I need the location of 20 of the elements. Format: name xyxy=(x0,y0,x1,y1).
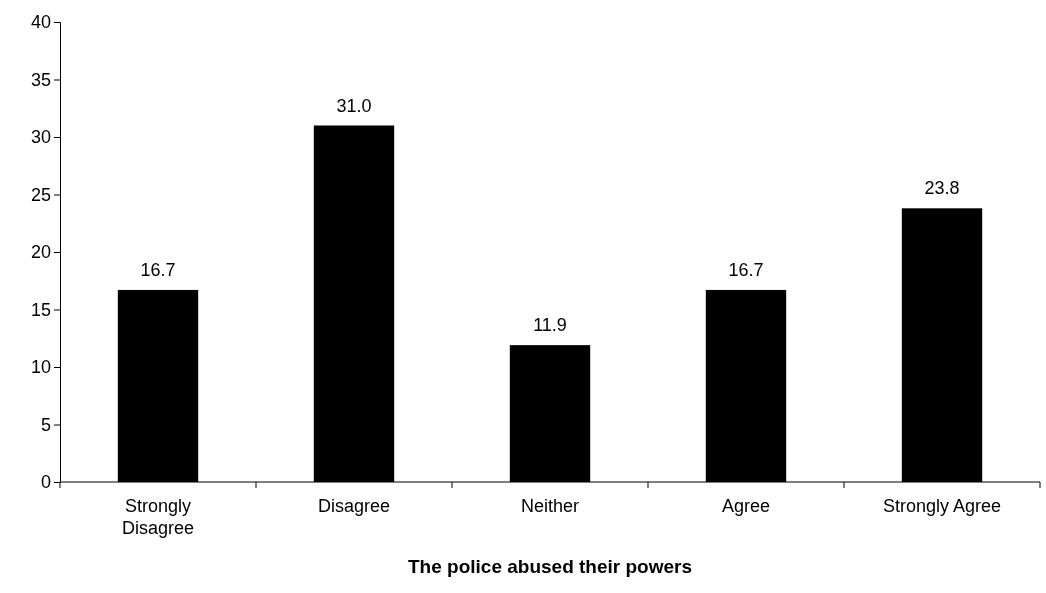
y-tick-label: 0 xyxy=(40,472,51,493)
y-tick-label: 25 xyxy=(30,184,51,205)
y-tick-label: 5 xyxy=(40,414,51,435)
data-label: 16.7 xyxy=(728,259,764,280)
x-axis-title: The police abused their powers xyxy=(407,556,693,577)
y-tick-label: 20 xyxy=(30,242,51,263)
y-tick-label: 30 xyxy=(30,127,51,148)
x-tick-label: Agree xyxy=(721,496,771,516)
data-label: 31.0 xyxy=(336,95,372,116)
y-tick-label: 10 xyxy=(30,357,51,378)
data-label: 11.9 xyxy=(533,315,567,336)
y-tick-label: 15 xyxy=(30,299,51,320)
data-label: 16.7 xyxy=(140,259,176,280)
x-tick-label: Strongly Disagree xyxy=(121,496,195,538)
x-tick-label: Strongly Agree xyxy=(882,496,1002,516)
y-tick-label: 40 xyxy=(30,12,51,33)
data-label: 23.8 xyxy=(924,178,960,199)
y-tick-label: 35 xyxy=(30,69,51,90)
x-tick-label: Neither xyxy=(520,496,580,516)
x-tick-label: Disagree xyxy=(317,496,391,516)
